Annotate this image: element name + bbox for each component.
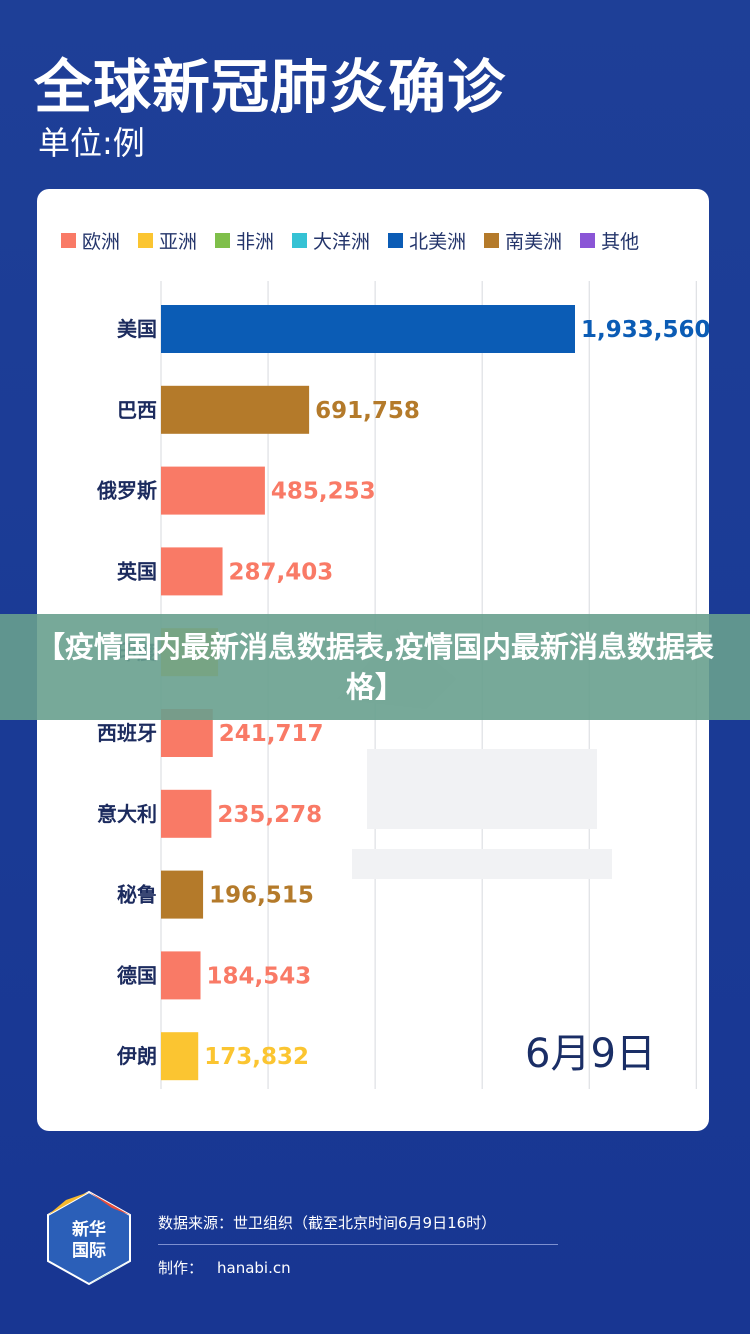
banner-text: 【疫情国内最新消息数据表,疫情国内最新消息数据表格】 [35,630,715,704]
value-label: 196,515 [209,883,314,909]
value-label: 173,832 [204,1044,309,1070]
value-label: 184,543 [207,963,312,989]
maker-label: 制作： [158,1259,204,1277]
legend-swatch [580,233,596,248]
svg-text:新华: 新华 [72,1219,106,1240]
legend-label: 非洲 [236,231,275,253]
category-label: 意大利 [97,802,157,826]
legend-swatch [292,233,308,248]
bar [161,1032,199,1081]
footer-divider [158,1244,558,1245]
category-label: 西班牙 [97,721,157,745]
legend-swatch [215,233,231,248]
value-label: 241,717 [219,721,324,747]
value-label: 485,253 [271,479,376,505]
category-label: 美国 [117,317,157,341]
maker-value: hanabi.cn [217,1259,291,1277]
bar [161,466,265,515]
bar [161,305,575,353]
legend-item: 南美洲 [484,227,562,254]
data-source: 数据来源：世卫组织（截至北京时间6月9日16时） [158,1214,497,1232]
page-title: 全球新冠肺炎确诊 [34,53,507,121]
category-label: 德国 [117,963,157,987]
value-label: 287,403 [229,559,334,585]
legend-item: 非洲 [215,227,274,254]
category-label: 巴西 [117,398,157,422]
legend-swatch [484,233,500,248]
bar [161,385,310,434]
category-label: 秘鲁 [117,883,157,907]
legend-item: 亚洲 [138,227,197,254]
bar [161,870,204,919]
legend-item: 北美洲 [388,227,466,254]
legend-item: 大洋洲 [292,227,370,254]
date-label: 6月9日 [525,1031,656,1077]
category-label: 俄罗斯 [96,479,157,503]
value-label: 235,278 [217,802,322,828]
bar [161,951,201,1000]
category-label: 英国 [117,559,157,583]
value-label: 1,933,560 [581,317,709,343]
value-label: 691,758 [315,398,420,424]
chart-legend: 欧洲 亚洲 非洲 大洋洲 北美洲 南美洲 其他 [61,227,639,254]
maker-line: 制作： hanabi.cn [158,1257,305,1278]
overlay-banner[interactable]: 【疫情国内最新消息数据表,疫情国内最新消息数据表格】 [0,614,750,720]
legend-label: 欧洲 [82,231,121,253]
bar [161,789,212,838]
legend-label: 南美洲 [505,231,563,253]
bar [161,547,223,596]
legend-label: 其他 [601,231,640,253]
legend-label: 北美洲 [409,231,467,253]
unit-label: 单位:例 [38,124,145,162]
legend-swatch [138,233,154,248]
legend-swatch [61,233,76,248]
legend-item: 其他 [580,227,639,254]
legend-swatch [388,233,404,248]
legend-item: 欧洲 [61,227,120,254]
legend-label: 大洋洲 [313,231,371,253]
category-label: 伊朗 [116,1044,157,1068]
legend-label: 亚洲 [159,231,198,253]
svg-text:国际: 国际 [72,1241,106,1261]
xinhua-logo: 新华 国际 [42,1188,136,1288]
